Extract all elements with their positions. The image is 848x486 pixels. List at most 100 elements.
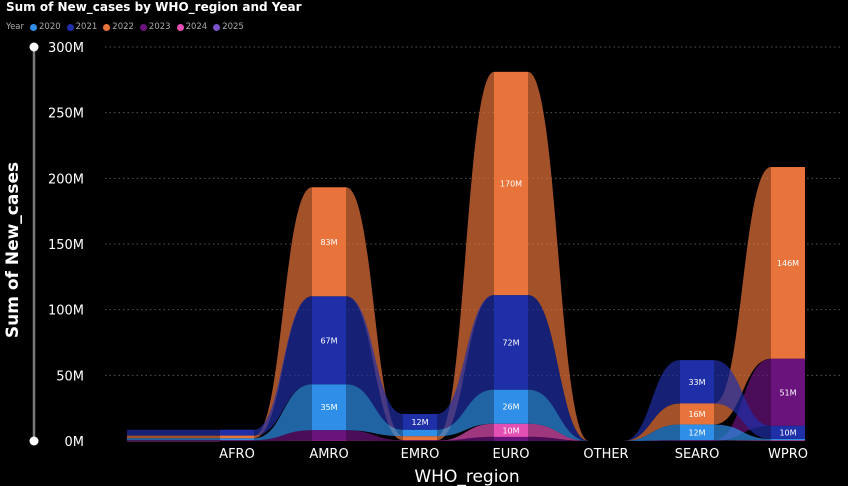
data-label: 146M: [777, 259, 799, 268]
legend-marker: [103, 23, 111, 31]
bar-afro-2021[interactable]: [220, 429, 254, 436]
bar-wpro-2022[interactable]: [771, 167, 805, 359]
ribbon-2020: [127, 438, 220, 441]
bar-wpro-2020[interactable]: [771, 438, 805, 441]
bar-amro-2020[interactable]: [312, 384, 346, 431]
ribbon-2022: [346, 187, 403, 441]
ribbon-2024: [528, 423, 589, 441]
bar-amro-2023[interactable]: [312, 430, 346, 441]
bar-wpro-2024[interactable]: [771, 440, 805, 441]
legend-marker: [66, 23, 74, 31]
y-tick-label: 300M: [48, 41, 84, 56]
legend-marker: [30, 23, 37, 31]
ribbon-2020: [254, 384, 312, 441]
bar-afro-2022[interactable]: [220, 435, 254, 439]
zoom-slider[interactable]: [29, 42, 39, 446]
ribbon-2023: [254, 430, 312, 441]
ribbon-2023: [437, 436, 494, 441]
ribbon-2024: [437, 423, 494, 441]
y-tick-label: 0M: [65, 435, 85, 450]
bar-emro-2022[interactable]: [403, 436, 437, 441]
bar-emro-2021[interactable]: [403, 413, 437, 430]
legend-marker: [213, 23, 221, 31]
legend-label: 2024: [185, 22, 208, 32]
y-axis-title: Sum of New_cases: [3, 162, 23, 338]
legend-item-2023[interactable]: 2023: [139, 22, 171, 32]
ribbon-2023: [528, 436, 589, 441]
x-axis-title: WHO_region: [414, 467, 519, 486]
bar-euro-2024[interactable]: [494, 423, 528, 437]
bar-searo-2022[interactable]: [680, 403, 714, 425]
legend-label: 2025: [222, 22, 244, 32]
legend-label: 2020: [39, 22, 61, 32]
legend-label: 2021: [75, 22, 98, 32]
x-tick-label: AMRO: [309, 447, 348, 462]
x-tick-label: WPRO: [768, 447, 808, 462]
data-label: 10M: [779, 428, 796, 437]
ribbon-2021: [623, 360, 680, 441]
ribbon-2020: [623, 424, 680, 441]
data-label: 35M: [320, 403, 337, 412]
data-label: 83M: [320, 238, 337, 247]
bar-euro-2023[interactable]: [494, 436, 528, 441]
ribbon-2020: [437, 389, 494, 437]
bar-afro-2023[interactable]: [220, 440, 254, 441]
ribbon-2020: [346, 384, 403, 437]
bar-afro-2020[interactable]: [220, 438, 254, 441]
bar-wpro-2023[interactable]: [771, 358, 805, 426]
ribbon-2021: [714, 360, 771, 439]
legend-item-2025[interactable]: 2025: [213, 22, 244, 32]
ribbon-2022: [528, 71, 589, 442]
y-tick-label: 50M: [56, 369, 84, 384]
ribbon-2022: [714, 167, 771, 425]
x-tick-label: AFRO: [219, 447, 255, 462]
x-tick-label: EURO: [493, 447, 530, 462]
ribbon-2022: [127, 435, 220, 439]
y-tick-label: 100M: [48, 304, 84, 319]
bar-euro-2021[interactable]: [494, 295, 528, 390]
bar-searo-2021[interactable]: [680, 360, 714, 404]
legend-title: Year: [6, 22, 24, 32]
data-label: 33M: [688, 378, 705, 387]
legend: Year 2020 2021 2022 2023 2024 2025: [6, 22, 244, 32]
x-tick-label: EMRO: [401, 447, 440, 462]
data-label: 67M: [320, 336, 337, 345]
data-label: 72M: [502, 338, 519, 347]
bar-euro-2022[interactable]: [494, 71, 528, 296]
x-axis: AFRO AMRO EMRO EURO OTHER SEARO WPRO: [219, 447, 808, 462]
ribbon-2020: [714, 424, 771, 441]
data-label: 26M: [502, 403, 519, 412]
ribbon-2021: [254, 296, 312, 436]
bar-emro-2020[interactable]: [403, 429, 437, 437]
y-axis: 0M 50M 100M 150M 200M 250M 300M: [48, 41, 84, 450]
data-label: 10M: [502, 426, 519, 435]
bar-searo-2020[interactable]: [680, 424, 714, 441]
data-label: 12M: [411, 418, 428, 427]
ribbon-2024: [127, 440, 220, 442]
legend-marker: [139, 23, 147, 31]
ribbons: [127, 71, 771, 442]
zoom-slider-top-handle[interactable]: [29, 42, 39, 52]
bar-amro-2022[interactable]: [312, 187, 346, 297]
bar-searo-2023[interactable]: [680, 440, 714, 441]
bars: [220, 71, 805, 441]
bar-wpro-2021[interactable]: [771, 425, 805, 439]
x-tick-label: OTHER: [583, 447, 628, 462]
legend-item-2021[interactable]: 2021: [66, 22, 98, 32]
legend-item-2024[interactable]: 2024: [176, 22, 208, 32]
data-label: 51M: [779, 388, 796, 397]
chart-title: Sum of New_cases by WHO_region and Year: [6, 0, 302, 14]
bar-emro-2023[interactable]: [403, 440, 437, 441]
ribbon-2021: [346, 296, 403, 430]
zoom-slider-bottom-handle[interactable]: [29, 436, 39, 446]
bar-euro-2020[interactable]: [494, 389, 528, 424]
data-label: 16M: [688, 410, 705, 419]
data-label: 12M: [688, 428, 705, 437]
data-labels: 83M 67M 35M 12M 170M 72M 26M 10M 33M 16M 12M 146M 51…: [320, 179, 799, 437]
legend-item-2020[interactable]: 2020: [30, 22, 61, 32]
ribbon-2021: [528, 295, 589, 441]
ribbon-2021: [437, 295, 494, 430]
bar-amro-2021[interactable]: [312, 296, 346, 385]
legend-item-2022[interactable]: 2022: [103, 22, 134, 32]
